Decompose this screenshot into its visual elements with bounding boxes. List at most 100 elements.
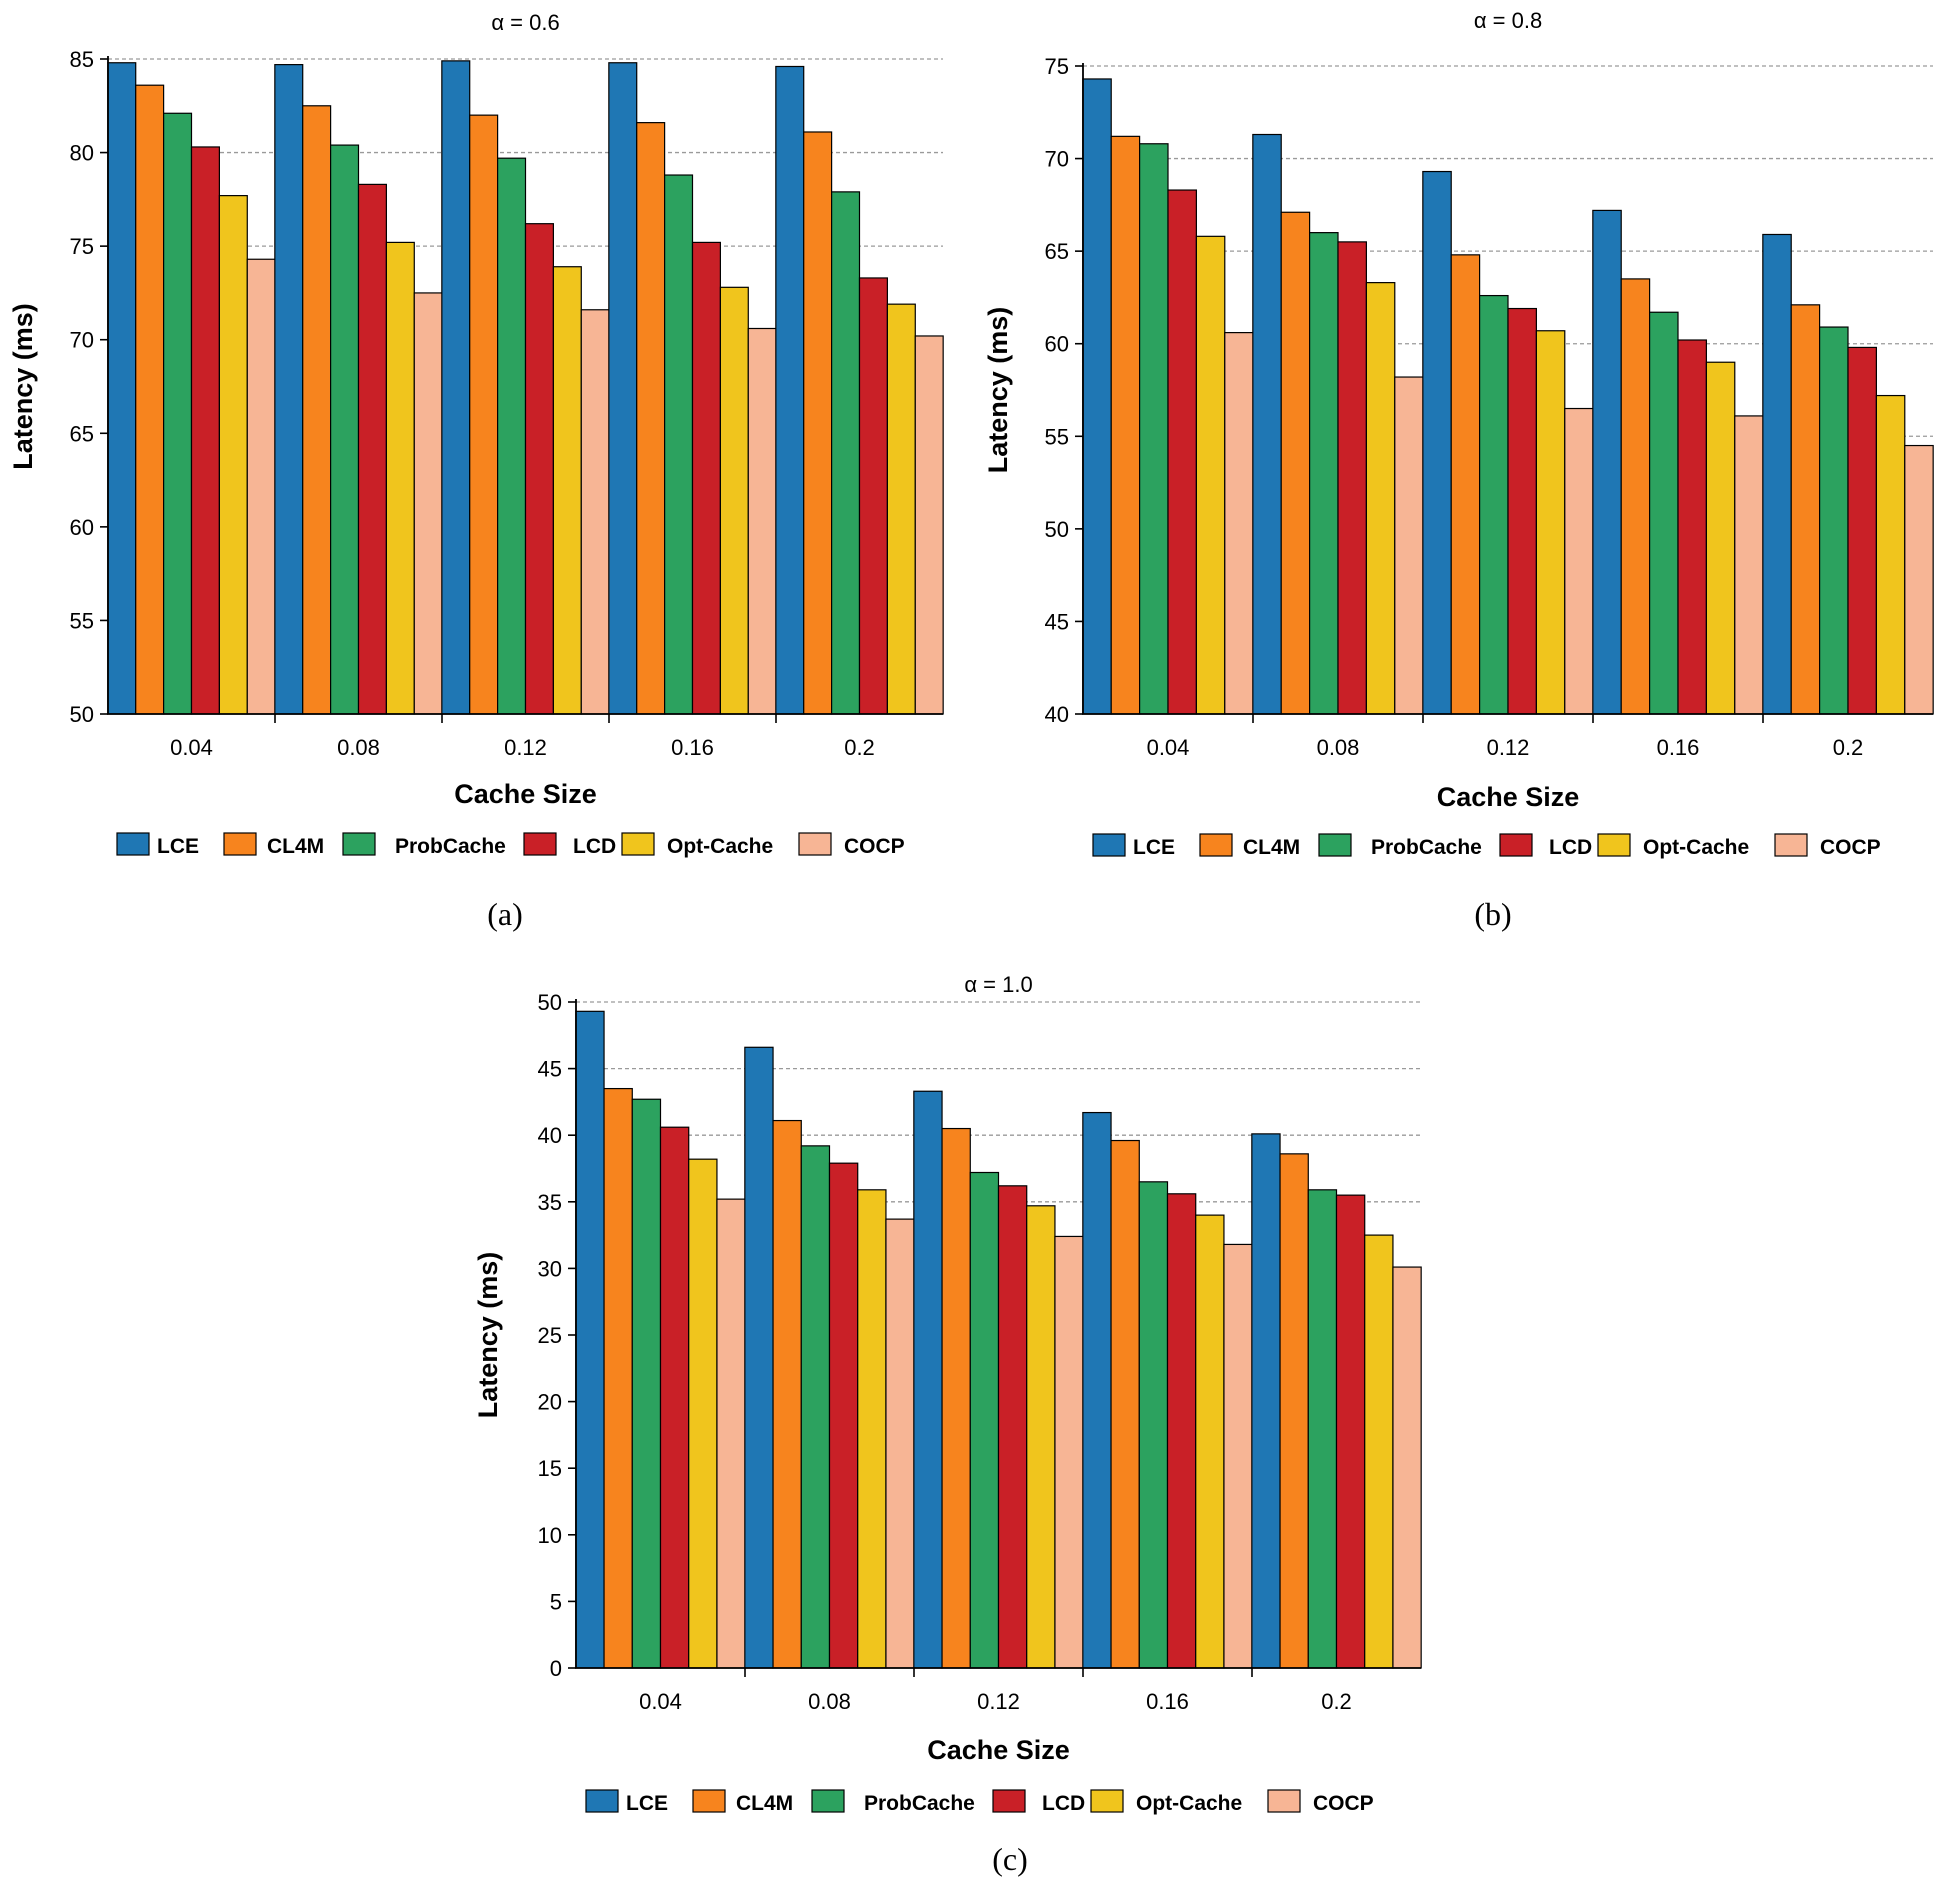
bar-cocp-0.16: [1734, 415, 1764, 715]
legend-label-opt-cache: Opt-Cache: [667, 835, 773, 858]
caption-b: (b): [1474, 896, 1511, 932]
axes: [575, 999, 1421, 1669]
bar-lce-0.12: [913, 1090, 943, 1669]
bar-probcache-0.2: [1307, 1189, 1338, 1669]
bar-cl4m-0.2: [1790, 304, 1821, 715]
bar-cl4m-0.12: [941, 1127, 971, 1669]
y-tick-label: 40: [538, 1123, 562, 1148]
y-tick-label: 65: [70, 421, 94, 446]
bar-cl4m-0.12: [1450, 254, 1481, 715]
chart-c: α = 1.0 0 5 10 15 20 25 30 35 40 45 50 0.04 0.08 0.12 0…: [473, 972, 1422, 1815]
bar-lce-0.12: [1422, 170, 1452, 715]
bar-lce-0.04: [1082, 78, 1112, 715]
bar-probcache-0.12: [1479, 294, 1509, 715]
bar-cocp-0.04: [246, 258, 276, 715]
bar-lcd-0.2: [858, 277, 888, 715]
y-tick-label: 0: [550, 1656, 562, 1681]
y-tick-label: 55: [1045, 424, 1069, 449]
x-tick-label: 0.12: [1487, 735, 1530, 760]
x-tick-label: 0.2: [844, 735, 875, 760]
bar-lcd-0.08: [1337, 241, 1367, 715]
caption-a: (a): [487, 896, 523, 932]
legend-swatch-probcache: [1318, 833, 1352, 857]
bar-cocp-0.16: [747, 327, 777, 715]
y-tick-label: 15: [538, 1456, 562, 1481]
bar-cl4m-0.04: [135, 84, 165, 715]
y-tick-label: 45: [1045, 609, 1069, 634]
bar-cocp-0.08: [413, 292, 443, 715]
bar-probcache-0.04: [631, 1098, 662, 1669]
y-tick-label: 20: [538, 1390, 562, 1415]
bar-probcache-0.08: [800, 1145, 831, 1669]
bar-probcache-0.04: [1139, 143, 1169, 715]
bar-opt-cache-0.12: [552, 266, 582, 715]
y-tick-label: 50: [538, 990, 562, 1015]
legend-label-cl4m: CL4M: [1243, 836, 1300, 859]
x-tick-label: 0.04: [1147, 735, 1190, 760]
legend-label-probcache: ProbCache: [395, 835, 506, 858]
bar-lcd-0.12: [997, 1185, 1028, 1669]
bar-cl4m-0.2: [803, 131, 833, 715]
x-tick-label: 0.12: [977, 1689, 1020, 1714]
bar-probcache-0.12: [969, 1171, 1000, 1669]
bar-lcd-0.04: [1167, 189, 1197, 715]
bar-cl4m-0.04: [603, 1087, 633, 1669]
bar-lce-0.08: [274, 64, 304, 715]
y-tick-label: 50: [1045, 517, 1069, 542]
caption-c: (c): [992, 1841, 1028, 1877]
y-tick-label: 40: [1045, 702, 1069, 727]
bar-cocp-0.12: [580, 309, 610, 715]
bar-opt-cache-0.04: [688, 1158, 718, 1669]
bar-probcache-0.12: [497, 157, 527, 715]
chart-title: α = 1.0: [964, 972, 1032, 997]
bar-opt-cache-0.04: [218, 195, 248, 715]
bar-cl4m-0.16: [636, 122, 666, 715]
x-axis-label: Cache Size: [927, 1735, 1070, 1765]
bar-opt-cache-0.08: [857, 1189, 887, 1669]
y-tick-label: 75: [1045, 54, 1069, 79]
legend-label-cocp: COCP: [844, 835, 905, 858]
x-tick-label: 0.16: [1657, 735, 1700, 760]
legend: LCE CL4M ProbCache LCD Opt-Cache COCP: [116, 832, 905, 858]
bar-cocp-0.04: [716, 1198, 746, 1669]
bar-lcd-0.2: [1847, 346, 1877, 715]
legend-swatch-opt-cache: [1090, 1789, 1124, 1813]
legend-label-lcd: LCD: [573, 835, 616, 858]
bar-cocp-0.12: [1054, 1235, 1084, 1669]
y-tick-label: 45: [538, 1057, 562, 1082]
y-tick-label: 85: [70, 47, 94, 72]
bar-cl4m-0.12: [469, 114, 499, 715]
bar-lce-0.2: [1251, 1133, 1281, 1669]
bar-cocp-0.2: [1392, 1266, 1422, 1669]
x-tick-label: 0.12: [504, 735, 547, 760]
legend-swatch-lce: [1092, 833, 1126, 857]
legend-label-probcache: ProbCache: [1371, 836, 1482, 859]
legend-label-cl4m: CL4M: [736, 1792, 793, 1815]
x-tick-label: 0.16: [1146, 1689, 1189, 1714]
bar-probcache-0.16: [1649, 311, 1679, 715]
legend-swatch-opt-cache: [621, 832, 655, 856]
x-tick-label: 0.04: [639, 1689, 682, 1714]
bar-cocp-0.2: [914, 335, 944, 715]
x-tick-label: 0.16: [671, 735, 714, 760]
legend-label-probcache: ProbCache: [864, 1792, 975, 1815]
bar-lce-0.2: [1762, 233, 1792, 715]
bar-opt-cache-0.16: [1195, 1214, 1225, 1669]
bar-cl4m-0.04: [1110, 135, 1141, 715]
bar-lcd-0.12: [524, 223, 554, 715]
bar-cocp-0.04: [1224, 332, 1254, 715]
legend-label-cl4m: CL4M: [267, 835, 324, 858]
bar-opt-cache-0.2: [1364, 1234, 1394, 1669]
bar-lce-0.08: [1252, 133, 1282, 715]
legend: LCE CL4M ProbCache LCD Opt-Cache COCP: [585, 1789, 1374, 1815]
bar-cl4m-0.08: [1280, 211, 1311, 715]
legend-label-lce: LCE: [1133, 836, 1175, 859]
bar-probcache-0.16: [664, 174, 694, 715]
legend-swatch-lcd: [992, 1789, 1026, 1813]
bar-lcd-0.12: [1507, 307, 1537, 715]
bar-cocp-0.2: [1904, 444, 1934, 715]
bar-lce-0.2: [775, 65, 805, 715]
y-tick-label: 30: [538, 1256, 562, 1281]
y-tick-label: 5: [550, 1589, 562, 1614]
